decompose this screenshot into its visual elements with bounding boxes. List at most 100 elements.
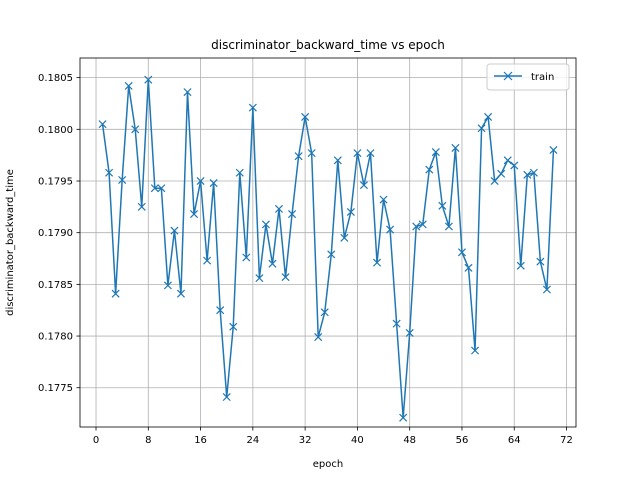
data-point (111, 289, 120, 298)
data-point (268, 259, 277, 268)
data-point (438, 201, 447, 210)
data-point (372, 258, 382, 267)
data-point (451, 143, 460, 152)
data-point (163, 281, 172, 290)
x-tick-label: 48 (403, 435, 416, 446)
data-point (405, 328, 414, 337)
data-point (425, 165, 434, 174)
data-point (301, 112, 310, 121)
data-point (170, 226, 179, 235)
data-point (131, 125, 140, 134)
data-point (366, 149, 375, 158)
data-point (137, 202, 146, 211)
data-point (314, 333, 323, 342)
data-point (255, 274, 264, 283)
data-point (497, 169, 506, 178)
y-tick-label: 0.1785 (38, 280, 73, 291)
legend: train (486, 63, 570, 91)
legend-box (486, 63, 570, 91)
data-point (229, 322, 238, 331)
plot-frame (79, 57, 577, 428)
data-point (418, 220, 427, 229)
data-point (150, 184, 159, 193)
data-point (222, 393, 231, 402)
data-point (124, 81, 133, 90)
data-point (392, 319, 401, 328)
data-point (288, 210, 297, 219)
data-point (379, 195, 388, 204)
data-point (464, 263, 473, 272)
data-point (484, 112, 493, 121)
y-tick-label: 0.1795 (38, 177, 73, 188)
y-tick-label: 0.1790 (38, 228, 73, 239)
data-point (176, 289, 185, 298)
legend-marker (503, 71, 513, 81)
data-point (203, 256, 212, 265)
data-point (516, 261, 525, 270)
data-point (216, 306, 225, 315)
data-point (235, 168, 244, 177)
data-point (536, 257, 545, 266)
data-point (144, 75, 153, 84)
x-tick-label: 72 (560, 435, 573, 446)
x-axis-title: epoch (313, 459, 343, 470)
chart-title: discriminator_backward_time vs epoch (211, 38, 445, 52)
x-tick-label: 32 (299, 435, 312, 446)
data-point (542, 285, 551, 294)
series-line-train (101, 78, 555, 419)
data-point (353, 149, 362, 158)
series-layer (98, 75, 558, 422)
y-tick-label: 0.1805 (38, 73, 73, 84)
data-point (209, 179, 218, 188)
x-tick-label: 40 (351, 435, 364, 446)
x-axis: 0 8 16 24 32 40 48 56 64 72 (93, 427, 573, 446)
data-point (281, 273, 290, 282)
grid (80, 58, 576, 427)
data-point (190, 210, 199, 219)
data-point (444, 222, 453, 231)
data-point (340, 233, 349, 242)
data-point (183, 88, 192, 97)
data-point (471, 346, 480, 355)
data-point (412, 222, 421, 231)
data-point (242, 253, 251, 262)
data-point (261, 220, 270, 229)
x-tick-label: 0 (93, 435, 99, 446)
data-point (431, 148, 440, 157)
data-point (359, 181, 368, 190)
data-point (98, 120, 107, 129)
data-point (477, 124, 486, 133)
data-point (320, 308, 329, 317)
data-point (294, 152, 303, 161)
data-point (118, 175, 127, 184)
data-point (248, 103, 257, 112)
x-tick-label: 8 (145, 435, 151, 446)
data-point (510, 161, 519, 170)
data-point (333, 156, 342, 165)
x-tick-label: 16 (194, 435, 207, 446)
data-point (523, 170, 532, 179)
y-axis-title: discriminator_backward_time (5, 169, 16, 316)
data-point (157, 184, 166, 193)
data-point (529, 168, 538, 177)
data-point (549, 145, 558, 155)
data-point (346, 207, 355, 217)
y-tick-label: 0.1775 (38, 383, 73, 394)
x-tick-label: 56 (456, 435, 469, 446)
data-point (274, 204, 284, 213)
data-point (457, 248, 466, 257)
data-point (196, 176, 205, 186)
data-point (503, 156, 512, 165)
y-tick-label: 0.1800 (38, 125, 73, 136)
x-tick-label: 24 (246, 435, 259, 446)
data-point (386, 225, 395, 234)
data-point (490, 176, 499, 186)
data-point (105, 168, 114, 177)
x-tick-label: 64 (508, 435, 521, 446)
data-point (307, 149, 316, 158)
legend-label: train (531, 72, 554, 83)
data-point (399, 413, 408, 422)
y-tick-label: 0.1780 (38, 332, 73, 343)
data-point (327, 250, 336, 259)
